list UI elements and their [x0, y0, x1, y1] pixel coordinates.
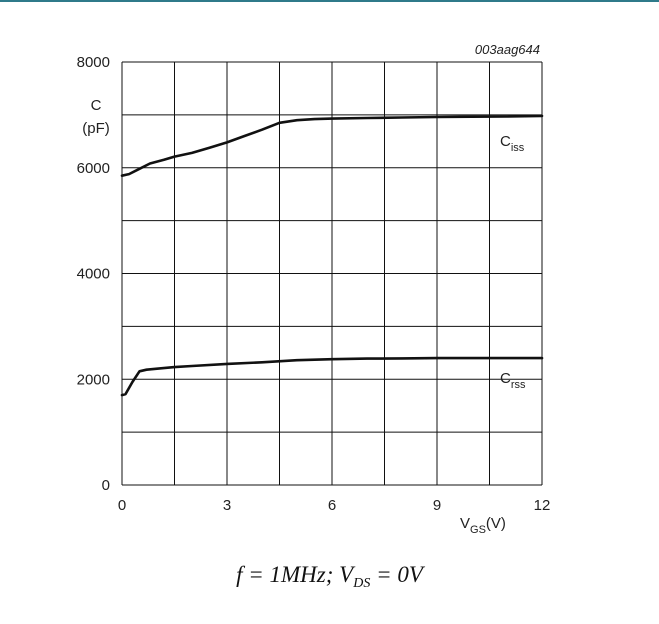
tick-labels: 0 2000 4000 6000 8000 0 3 6 9 12: [77, 54, 551, 514]
figure-code: 003aag644: [475, 42, 540, 57]
test-condition: f = 1MHz; VDS = 0V: [236, 562, 423, 591]
y-axis-unit: (pF): [82, 120, 110, 137]
y-tick-label: 0: [102, 477, 110, 494]
x-tick-label: 6: [328, 497, 336, 514]
series-line-crss: [120, 356, 544, 397]
y-axis-label: C: [91, 97, 102, 114]
series-curves: [120, 114, 544, 397]
series-label-crss: Crss: [500, 370, 526, 391]
series-line-ciss: [120, 114, 544, 177]
x-tick-label: 9: [433, 497, 441, 514]
x-tick-label: 12: [534, 497, 551, 514]
y-tick-label: 4000: [77, 266, 110, 283]
y-tick-label: 8000: [77, 54, 110, 71]
y-tick-label: 2000: [77, 371, 110, 388]
series-label-ciss: Ciss: [500, 133, 525, 154]
x-axis-label: VGS(V): [460, 515, 506, 536]
grid: [121, 61, 543, 486]
x-tick-label: 3: [223, 497, 231, 514]
y-tick-label: 6000: [77, 160, 110, 177]
top-rule: [0, 0, 659, 2]
x-tick-label: 0: [118, 497, 126, 514]
